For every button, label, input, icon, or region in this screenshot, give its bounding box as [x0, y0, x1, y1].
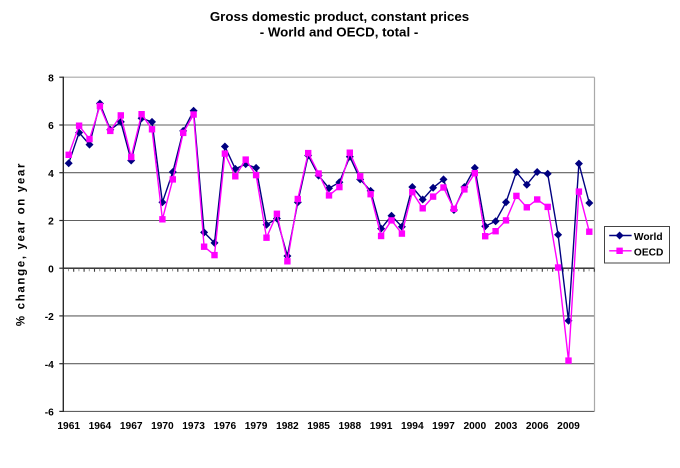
svg-text:1976: 1976 — [214, 421, 237, 432]
svg-text:World: World — [634, 232, 663, 243]
svg-text:-2: -2 — [45, 312, 54, 323]
svg-text:1961: 1961 — [57, 421, 80, 432]
svg-text:2000: 2000 — [463, 421, 486, 432]
svg-text:6: 6 — [48, 121, 54, 132]
svg-text:1964: 1964 — [89, 421, 112, 432]
svg-text:2009: 2009 — [557, 421, 580, 432]
svg-text:1988: 1988 — [338, 421, 361, 432]
svg-text:1991: 1991 — [370, 421, 393, 432]
svg-text:Gross domestic product, consta: Gross domestic product, constant prices — [210, 9, 469, 24]
svg-text:1994: 1994 — [401, 421, 424, 432]
svg-text:0: 0 — [48, 264, 54, 275]
svg-text:1979: 1979 — [245, 421, 268, 432]
svg-text:2006: 2006 — [526, 421, 549, 432]
svg-text:- World and OECD, total -: - World and OECD, total - — [260, 24, 419, 39]
svg-text:1985: 1985 — [307, 421, 330, 432]
svg-text:2003: 2003 — [495, 421, 518, 432]
svg-text:1973: 1973 — [182, 421, 205, 432]
svg-text:1967: 1967 — [120, 421, 143, 432]
svg-text:2: 2 — [48, 217, 54, 228]
svg-text:1982: 1982 — [276, 421, 299, 432]
svg-text:OECD: OECD — [634, 247, 663, 258]
svg-text:% change, year on year: % change, year on year — [15, 162, 27, 326]
svg-text:1970: 1970 — [151, 421, 174, 432]
svg-text:4: 4 — [48, 169, 54, 180]
svg-text:8: 8 — [48, 73, 54, 84]
svg-text:-6: -6 — [45, 408, 54, 419]
svg-text:-4: -4 — [45, 360, 54, 371]
svg-text:1997: 1997 — [432, 421, 455, 432]
